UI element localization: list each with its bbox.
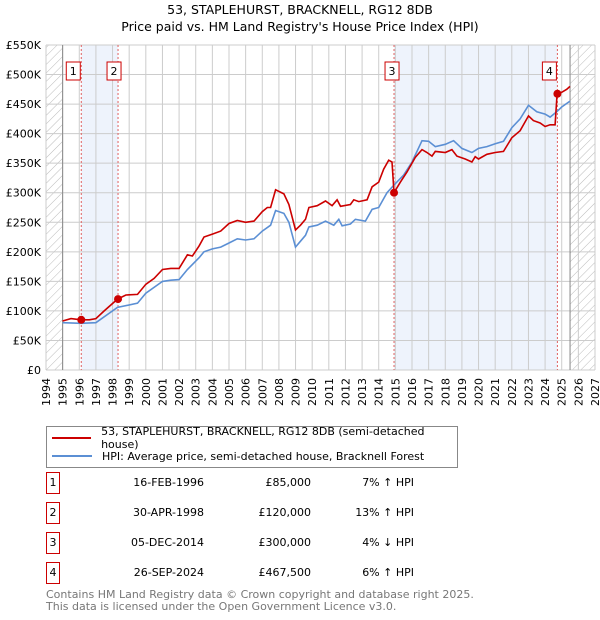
sale-label-box [541, 61, 557, 81]
x-tick-label: 2014 [373, 378, 386, 406]
x-tick-label: 2026 [572, 378, 585, 406]
property-price-line [62, 85, 571, 322]
sale-number: 1 [46, 472, 60, 494]
x-tick-label: 2022 [506, 378, 519, 406]
x-tick-label: 2016 [406, 378, 419, 406]
x-tick-label: 2019 [456, 378, 469, 406]
x-tick-label: 2017 [423, 378, 436, 406]
legend-label: HPI: Average price, semi-detached house,… [102, 449, 425, 463]
sale-hpi-diff: 7% ↑ HPI [362, 476, 414, 489]
x-tick-label: 2002 [173, 378, 186, 406]
x-tick-label: 1996 [73, 378, 86, 406]
y-tick-label: £0 [27, 364, 41, 377]
x-tick-label: 2025 [556, 378, 569, 406]
sale-point [114, 295, 123, 304]
x-tick-label: 2018 [439, 378, 452, 406]
sale-hpi-diff: 4% ↓ HPI [362, 536, 414, 549]
x-tick-label: 2027 [589, 378, 600, 406]
sales-table-row: 2 30-APR-1998 £120,000 13% ↑ HPI [46, 502, 446, 524]
sales-table-row: 1 16-FEB-1996 £85,000 7% ↑ HPI [46, 472, 446, 494]
legend-label: 53, STAPLEHURST, BRACKNELL, RG12 8DB (se… [101, 425, 425, 451]
x-tick-label: 2020 [473, 378, 486, 406]
x-tick-label: 2012 [339, 378, 352, 406]
legend-item-property: 53, STAPLEHURST, BRACKNELL, RG12 8DB (se… [47, 425, 457, 451]
x-tick-label: 1997 [90, 378, 103, 406]
hpi-line [62, 100, 571, 325]
x-tick-label: 2006 [240, 378, 253, 406]
sale-point [390, 188, 399, 197]
y-tick-label: £400K [6, 128, 42, 141]
sales-table-row: 4 26-SEP-2024 £467,500 6% ↑ HPI [46, 562, 446, 584]
sale-label-number: 4 [546, 65, 553, 78]
x-tick-label: 2015 [389, 378, 402, 406]
legend-swatch-red [52, 437, 92, 439]
y-tick-label: £100K [6, 305, 42, 318]
chart-subtitle: Price paid vs. HM Land Registry's House … [121, 19, 479, 34]
sale-date: 05-DEC-2014 [130, 536, 204, 549]
sale-point [553, 89, 562, 98]
sale-date: 16-FEB-1996 [133, 476, 204, 489]
x-tick-label: 2024 [539, 378, 552, 406]
sale-price: £85,000 [265, 476, 312, 489]
y-tick-label: £200K [6, 246, 42, 259]
x-tick-label: 2023 [522, 378, 535, 406]
sale-point [77, 315, 86, 324]
x-tick-label: 2001 [156, 378, 169, 406]
sale-label-number: 1 [70, 65, 77, 78]
sale-label-number: 3 [389, 65, 396, 78]
y-tick-label: £350K [6, 157, 42, 170]
sale-number: 3 [46, 532, 60, 554]
x-tick-label: 2000 [140, 378, 153, 406]
x-tick-label: 2021 [489, 378, 502, 406]
no-data-region-left [46, 45, 63, 370]
sales-table-row: 3 05-DEC-2014 £300,000 4% ↓ HPI [46, 532, 446, 554]
shaded-period-3-4 [394, 45, 558, 370]
y-tick-label: £50K [13, 334, 42, 347]
footer-licence: This data is licensed under the Open Gov… [46, 600, 397, 613]
sale-label-box [384, 61, 400, 81]
sale-price: £467,500 [258, 566, 312, 579]
y-tick-label: £450K [6, 98, 42, 111]
x-tick-label: 2004 [206, 378, 219, 406]
x-tick-label: 1999 [123, 378, 136, 406]
sale-number: 4 [46, 562, 60, 584]
price-chart: 1994 1995 1996 1997 1998 1999 2000 2001 2002 2003… [6, 39, 600, 406]
y-tick-label: £150K [6, 275, 42, 288]
sale-date: 30-APR-1998 [132, 506, 204, 519]
legend-item-hpi: HPI: Average price, semi-detached house,… [47, 447, 424, 465]
sale-label-box [65, 61, 81, 81]
x-tick-label: 2003 [190, 378, 203, 406]
x-tick-label: 1995 [57, 378, 70, 406]
x-tick-label: 2008 [273, 378, 286, 406]
sale-price: £120,000 [258, 506, 312, 519]
no-data-region-right [570, 45, 595, 370]
x-tick-label: 2010 [306, 378, 319, 406]
chart-title: 53, STAPLEHURST, BRACKNELL, RG12 8DB [167, 2, 433, 17]
sale-number: 2 [46, 502, 60, 524]
x-tick-label: 2013 [356, 378, 369, 406]
sale-date: 26-SEP-2024 [133, 566, 204, 579]
sale-hpi-diff: 13% ↑ HPI [355, 506, 414, 519]
x-tick-label: 2009 [290, 378, 303, 406]
y-tick-label: £550K [6, 39, 42, 52]
legend-swatch-blue [52, 455, 92, 457]
x-tick-label: 2007 [256, 378, 269, 406]
x-tick-label: 1994 [40, 378, 53, 406]
x-tick-label: 2011 [323, 378, 336, 406]
x-tick-label: 2005 [223, 378, 236, 406]
footer-copyright: Contains HM Land Registry data © Crown c… [46, 588, 474, 601]
sale-label-number: 2 [111, 65, 118, 78]
y-tick-label: £250K [6, 216, 42, 229]
y-tick-label: £300K [6, 187, 42, 200]
sale-hpi-diff: 6% ↑ HPI [362, 566, 414, 579]
y-tick-label: £500K [6, 69, 42, 82]
sale-label-box [106, 61, 122, 81]
sale-price: £300,000 [258, 536, 312, 549]
x-tick-label: 1998 [107, 378, 120, 406]
legend: 53, STAPLEHURST, BRACKNELL, RG12 8DB (se… [46, 425, 458, 468]
